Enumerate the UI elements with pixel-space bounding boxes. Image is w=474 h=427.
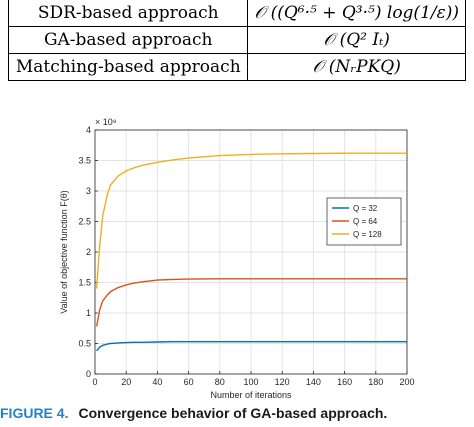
figure-caption: FIGURE 4. Convergence behavior of GA-base… <box>0 405 474 421</box>
y-tick-label: 3.5 <box>78 156 91 166</box>
x-tick-label: 160 <box>337 377 352 387</box>
y-tick-label: 1.5 <box>78 278 91 288</box>
x-tick-label: 180 <box>368 377 383 387</box>
complexity-cell: 𝒪 ((Q⁶·⁵ + Q³·⁵) log(1/ε)) <box>247 0 466 27</box>
x-tick-label: 120 <box>275 377 290 387</box>
y-tick-label: 0 <box>86 369 91 379</box>
complexity-cell: 𝒪 (Q² Iₜ) <box>247 26 466 54</box>
y-tick-label: 0.5 <box>78 339 91 349</box>
table-row: GA-based approach 𝒪 (Q² Iₜ) <box>7 26 466 54</box>
series-line-0 <box>96 340 407 352</box>
table-row: SDR-based approach 𝒪 ((Q⁶·⁵ + Q³·⁵) log(… <box>7 0 466 27</box>
x-tick-label: 40 <box>152 377 162 387</box>
x-tick-label: 60 <box>184 377 194 387</box>
y-tick-label: 3 <box>86 186 91 196</box>
legend-label: Q = 64 <box>353 217 378 226</box>
figure-caption-text: Convergence behavior of GA-based approac… <box>78 405 388 421</box>
complexity-table: SDR-based approach 𝒪 ((Q⁶·⁵ + Q³·⁵) log(… <box>7 0 466 81</box>
y-tick-label: 1 <box>86 308 91 318</box>
x-tick-label: 100 <box>243 377 258 387</box>
x-tick-label: 200 <box>399 377 414 387</box>
y-axis-label: Value of objective function F(θ) <box>59 190 69 313</box>
legend-label: Q = 32 <box>353 204 378 213</box>
y-tick-label: 4 <box>86 125 91 135</box>
approach-cell: GA-based approach <box>7 26 249 54</box>
figure-label: FIGURE 4. <box>0 405 69 421</box>
approach-cell: SDR-based approach <box>7 0 249 27</box>
table-row: Matching-based approach 𝒪 (NᵣPKQ) <box>7 53 466 81</box>
x-tick-label: 80 <box>215 377 225 387</box>
series-line-1 <box>95 278 407 327</box>
complexity-cell: 𝒪 (NᵣPKQ) <box>247 53 466 81</box>
y-tick-label: 2.5 <box>78 217 91 227</box>
y-tick-label: 2 <box>86 247 91 257</box>
legend-label: Q = 128 <box>353 230 382 239</box>
x-tick-label: 140 <box>306 377 321 387</box>
approach-cell: Matching-based approach <box>7 53 249 81</box>
x-tick-label: 0 <box>92 377 97 387</box>
y-multiplier-label: × 10⁹ <box>95 117 117 127</box>
series-line-2 <box>95 152 407 289</box>
x-tick-label: 20 <box>121 377 131 387</box>
x-axis-label: Number of iterations <box>210 390 292 400</box>
convergence-chart: 0 20 40 60 80 100 120 140 160 180 200 0 0.5 1 1.5 2 2.5 3… <box>59 117 415 400</box>
